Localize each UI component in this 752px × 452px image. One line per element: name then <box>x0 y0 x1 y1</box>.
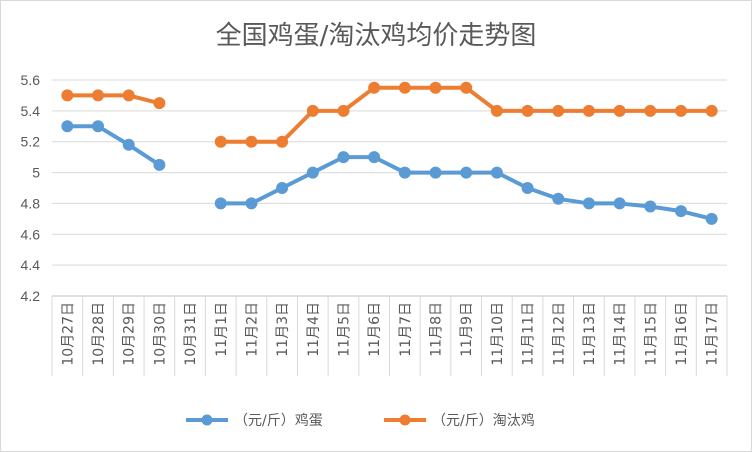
data-point <box>276 135 289 148</box>
data-point <box>552 192 565 205</box>
series-line <box>67 124 161 167</box>
x-tick-label: 11月10日 <box>490 302 506 366</box>
x-tick-label: 11月14日 <box>613 302 629 366</box>
data-point <box>429 166 442 179</box>
x-tick-label: 11月7日 <box>398 302 414 357</box>
x-tick-label: 10月30日 <box>152 302 168 366</box>
data-point <box>582 104 595 117</box>
data-point <box>582 197 595 210</box>
data-point <box>490 104 503 117</box>
data-point <box>521 182 534 194</box>
x-tick-label: 10月31日 <box>183 302 199 366</box>
x-tick-label: 11月8日 <box>429 302 445 357</box>
x-tick-label: 11月11日 <box>521 302 537 366</box>
data-point <box>552 104 565 117</box>
x-tick-label: 11月5日 <box>336 302 352 357</box>
x-tick-label: 11月16日 <box>674 302 690 366</box>
data-point <box>306 166 319 179</box>
data-point <box>674 205 687 218</box>
legend-label: （元/斤）淘汰鸡 <box>432 412 535 429</box>
x-tick-label: 11月2日 <box>244 302 260 357</box>
legend-label: （元/斤）鸡蛋 <box>234 412 323 429</box>
series-line <box>220 155 713 221</box>
chart-title: 全国鸡蛋/淘汰鸡均价走势图 <box>216 21 537 51</box>
legend-marker <box>399 414 411 426</box>
legend-item: （元/斤）淘汰鸡 <box>384 412 535 429</box>
y-tick-label: 5 <box>32 165 40 181</box>
data-point <box>460 166 473 179</box>
x-axis-ticks: 10月27日 10月28日 10月29日 10月30日 10月31日 11月1日 11月2日… <box>60 302 720 366</box>
x-tick-label: 11月13日 <box>582 302 598 366</box>
series-line <box>67 93 160 106</box>
y-tick-label: 5.2 <box>21 134 41 150</box>
data-point <box>337 151 350 164</box>
y-tick-label: 4.4 <box>21 257 41 273</box>
x-tick-label: 11月12日 <box>551 302 567 366</box>
y-tick-label: 5.6 <box>21 72 41 88</box>
series-lines <box>61 81 718 225</box>
data-point <box>214 197 227 210</box>
series-2 <box>61 81 718 148</box>
data-point <box>644 200 657 213</box>
x-axis <box>51 295 728 376</box>
gridlines <box>52 79 727 266</box>
data-point <box>92 89 105 102</box>
data-point <box>490 166 503 179</box>
data-point <box>460 81 473 94</box>
data-point <box>368 81 381 94</box>
legend-item: （元/斤）鸡蛋 <box>186 412 323 429</box>
data-point <box>429 81 442 94</box>
y-tick-label: 4.6 <box>21 226 41 242</box>
data-point <box>122 89 135 102</box>
data-point <box>92 120 105 133</box>
x-tick-label: 11月4日 <box>306 302 322 357</box>
x-tick-label: 11月15日 <box>643 302 659 366</box>
data-point <box>337 104 350 117</box>
x-tick-label: 10月28日 <box>91 302 107 366</box>
series-1 <box>61 120 718 225</box>
legend: （元/斤）鸡蛋 （元/斤）淘汰鸡 <box>186 412 535 429</box>
x-tick-label: 10月27日 <box>60 302 76 366</box>
data-point <box>214 135 227 148</box>
data-point <box>61 89 74 102</box>
series-line <box>220 85 712 144</box>
y-tick-label: 5.4 <box>21 103 41 119</box>
data-point <box>613 104 626 117</box>
data-point <box>644 104 657 117</box>
data-point <box>245 135 258 148</box>
x-tick-label: 11月1日 <box>214 302 230 357</box>
data-point <box>61 120 74 133</box>
x-tick-label: 10月29日 <box>122 302 138 366</box>
data-point <box>245 197 258 210</box>
data-point <box>705 104 718 117</box>
x-tick-label: 11月6日 <box>367 302 383 357</box>
x-tick-label: 11月17日 <box>705 302 721 366</box>
data-point <box>613 197 626 210</box>
legend-marker <box>201 414 213 426</box>
data-point <box>276 182 289 194</box>
x-tick-label: 11月9日 <box>459 302 475 357</box>
data-point <box>674 104 687 117</box>
data-point <box>368 151 381 164</box>
data-point <box>122 138 135 151</box>
data-point <box>398 81 411 94</box>
x-tick-label: 11月3日 <box>275 302 291 357</box>
data-point <box>398 166 411 179</box>
data-point <box>521 104 534 117</box>
data-point <box>705 212 718 225</box>
data-point <box>153 158 166 171</box>
data-point <box>306 104 319 117</box>
data-point <box>153 97 166 110</box>
y-axis-ticks: 4.2 4.4 4.6 4.8 5 5.2 5.4 5.6 <box>21 72 41 304</box>
y-tick-label: 4.8 <box>21 195 41 211</box>
y-tick-label: 4.2 <box>21 288 41 304</box>
